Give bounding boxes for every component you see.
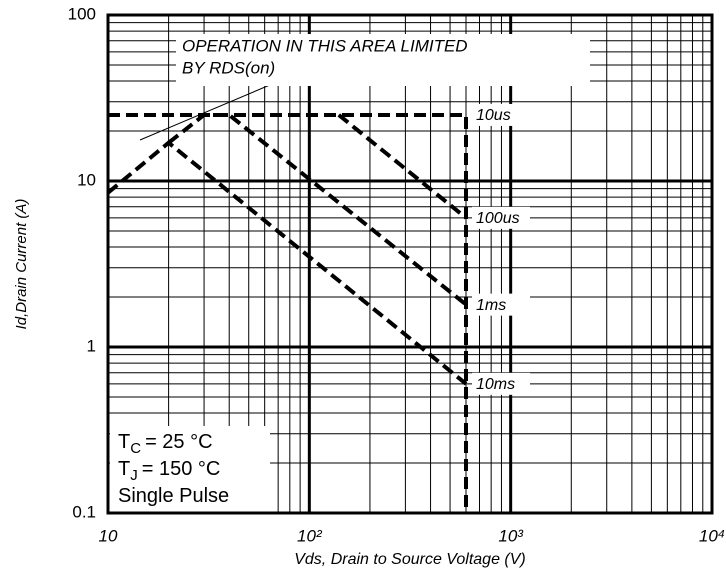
x-axis-label: Vds, Drain to Source Voltage (V) [294, 551, 526, 568]
y-axis-label: Id,Drain Current (A) [13, 199, 30, 330]
series-label: 100us [476, 210, 520, 227]
series-label: 1ms [476, 297, 506, 314]
condition-main: T [118, 458, 130, 480]
condition-main: T [118, 431, 130, 453]
y-tick-label: 10 [77, 170, 96, 189]
condition-rest: = 25 °C [145, 431, 212, 453]
x-tick-label: 10² [297, 526, 323, 545]
series-line [337, 113, 468, 220]
y-tick-label: 1 [87, 336, 96, 355]
plot-lines [106, 112, 469, 513]
series-labels: 10us 100us 1ms 10ms [472, 103, 531, 395]
condition-main: Single Pulse [118, 485, 229, 507]
series-line [108, 112, 469, 513]
condition: TJ = 150 °C [118, 458, 220, 484]
condition-sub: C [130, 440, 141, 457]
annotation-box [176, 34, 590, 86]
series-label-bg [472, 293, 531, 316]
series-line [167, 112, 468, 307]
condition: TC = 25 °C [118, 431, 213, 457]
x-tick-label: 10⁴ [699, 526, 725, 545]
series-label-bg [472, 103, 531, 126]
series-label-bg [472, 372, 531, 395]
condition-sub: J [130, 467, 138, 484]
y-tick-label: 100 [68, 4, 96, 23]
annotation: OPERATION IN THIS AREA LIMITED [182, 36, 468, 55]
x-tick-label: 10 [99, 526, 118, 545]
y-tick-label: 0.1 [72, 502, 96, 521]
plot-border [106, 13, 714, 515]
series-line [106, 140, 468, 386]
series-label: 10us [476, 107, 511, 124]
condition-rest: = 150 °C [142, 458, 221, 480]
conditions-box [110, 426, 270, 512]
x-tick-label: 10³ [498, 526, 524, 545]
series-label-bg [472, 206, 531, 229]
series-label: 10ms [476, 376, 515, 393]
annotation: BY RDS(on) [182, 58, 275, 77]
condition: Single Pulse [118, 485, 229, 507]
